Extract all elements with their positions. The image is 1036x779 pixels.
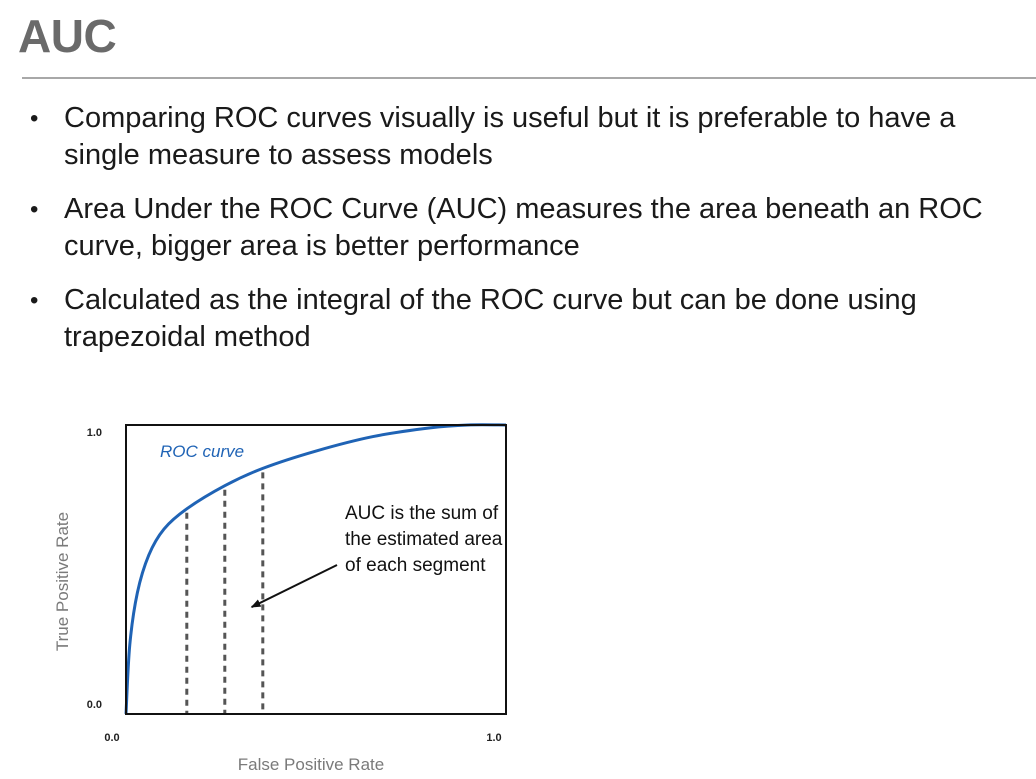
bullet-item: • Area Under the ROC Curve (AUC) measure…	[30, 191, 1020, 265]
bullet-text: Calculated as the integral of the ROC cu…	[64, 284, 917, 353]
y-tick-label: 0.0	[87, 699, 102, 711]
bullet-marker: •	[30, 287, 39, 314]
slide-title: AUC	[18, 10, 117, 62]
bullet-item: • Comparing ROC curves visually is usefu…	[30, 100, 1020, 174]
x-tick-label: 0.0	[104, 732, 119, 744]
annotation-arrow	[250, 564, 338, 608]
y-tick-label: 1.0	[87, 427, 102, 439]
annotation-text-line: of each segment	[345, 555, 486, 576]
x-tick-label: 1.0	[486, 732, 501, 744]
y-axis-label: True Positive Rate	[53, 512, 72, 651]
annotation-text-line: AUC is the sum of	[345, 503, 499, 524]
bullet-marker: •	[30, 105, 39, 132]
x-axis-label: False Positive Rate	[238, 755, 384, 774]
bullet-marker: •	[30, 196, 39, 223]
roc-figure: ROC curve 1.0 0.0 0.0 1.0 False Positive…	[40, 410, 540, 775]
bullet-text: Comparing ROC curves visually is useful …	[64, 102, 956, 171]
bullet-item: • Calculated as the integral of the ROC …	[30, 282, 1020, 356]
bullet-list: • Comparing ROC curves visually is usefu…	[30, 100, 1020, 373]
plot-frame	[125, 424, 507, 715]
roc-chart: ROC curve 1.0 0.0 0.0 1.0 False Positive…	[53, 423, 507, 774]
title-divider	[22, 77, 1036, 79]
roc-curve-line	[124, 423, 507, 715]
roc-curve-label: ROC curve	[160, 442, 244, 461]
annotation-text-line: the estimated area	[345, 529, 503, 550]
bullet-text: Area Under the ROC Curve (AUC) measures …	[64, 193, 983, 262]
